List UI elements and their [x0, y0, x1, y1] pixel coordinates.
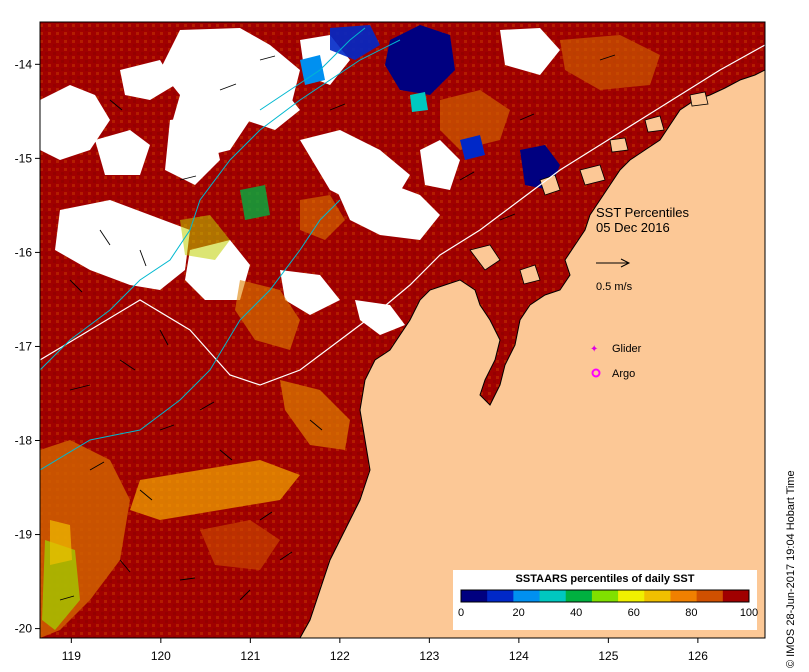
scale-arrowhead-icon: [620, 258, 631, 268]
colorbar-swatch: [670, 590, 698, 602]
marker-legend: ✦ Glider Argo: [590, 343, 642, 380]
colorbar-tick-label: 100: [740, 607, 758, 619]
colorbar-swatch: [591, 590, 619, 602]
australia-landmass: [300, 22, 765, 638]
lat-tick-label: -17: [15, 339, 33, 353]
colorbar-tick-label: 20: [512, 607, 524, 619]
lon-tick-label: 122: [330, 649, 350, 663]
colorbar-swatch: [513, 590, 541, 602]
legend-glider-label: Glider: [612, 343, 642, 355]
low-percentile-patches: [40, 35, 660, 638]
colorbar-swatch: [618, 590, 645, 602]
map-plot-area: [40, 22, 765, 638]
colorbar-panel: SSTAARS percentiles of daily SST 0 20 40 60…: [453, 570, 758, 630]
colorbar-swatch: [539, 590, 567, 602]
velocity-scale: 0.5 m/s: [596, 258, 633, 293]
colorbar-tick-label: 40: [570, 607, 582, 619]
glider-marker-icon: ✦: [590, 344, 598, 355]
colorbar-ticks: 0 20 40 60 80 100: [458, 607, 758, 619]
colorbar-tick-label: 60: [628, 607, 640, 619]
bathymetry-contour: [40, 44, 765, 386]
colorbar-frame: [460, 589, 750, 603]
legend-argo-label: Argo: [612, 368, 635, 380]
lat-tick-label: -20: [15, 622, 33, 636]
lat-tick-label: -16: [15, 245, 33, 259]
lat-tick-label: -19: [15, 528, 33, 542]
lat-tick-label: -15: [15, 151, 33, 165]
lon-tick-label: 126: [688, 649, 708, 663]
map-title: SST Percentiles: [596, 205, 689, 220]
credit-text: © IMOS 28-Jun-2017 19:04 Hobart Time: [785, 470, 797, 668]
lon-tick-label: 121: [240, 649, 260, 663]
colorbar-swatch: [461, 590, 488, 602]
current-streamlines: [40, 27, 401, 471]
lon-tick-label: 119: [62, 649, 81, 663]
colorbar-swatch: [644, 590, 671, 602]
map-date: 05 Dec 2016: [596, 220, 670, 235]
colorbar-tick-label: 0: [458, 607, 464, 619]
lon-tick-label: 120: [151, 649, 171, 663]
lon-tick-label: 124: [509, 649, 529, 663]
colorbar-swatch: [487, 590, 514, 602]
missing-data-patches: [40, 28, 560, 335]
scale-label: 0.5 m/s: [596, 281, 633, 293]
lon-tick-label: 123: [419, 649, 439, 663]
lat-tick-label: -18: [15, 434, 33, 448]
latitude-axis: -14 -15 -16 -17 -18 -19 -20: [15, 57, 40, 636]
colorbar-title: SSTAARS percentiles of daily SST: [516, 573, 695, 585]
argo-marker-icon: [591, 368, 601, 378]
lat-tick-label: -14: [15, 57, 33, 71]
colorbar-swatch: [722, 590, 750, 602]
colorbar-swatch: [565, 590, 593, 602]
lon-tick-label: 125: [598, 649, 618, 663]
kimberley-islands: [469, 91, 709, 285]
colorbar-swatches: [460, 589, 750, 603]
plot-frame: [39, 21, 766, 639]
coastline: [299, 69, 765, 638]
longitude-axis: 119 120 121 122 123 124 125 126: [62, 638, 708, 663]
colorbar-swatch: [696, 590, 724, 602]
colorbar-tick-label: 80: [685, 607, 697, 619]
current-vectors: [59, 54, 616, 601]
